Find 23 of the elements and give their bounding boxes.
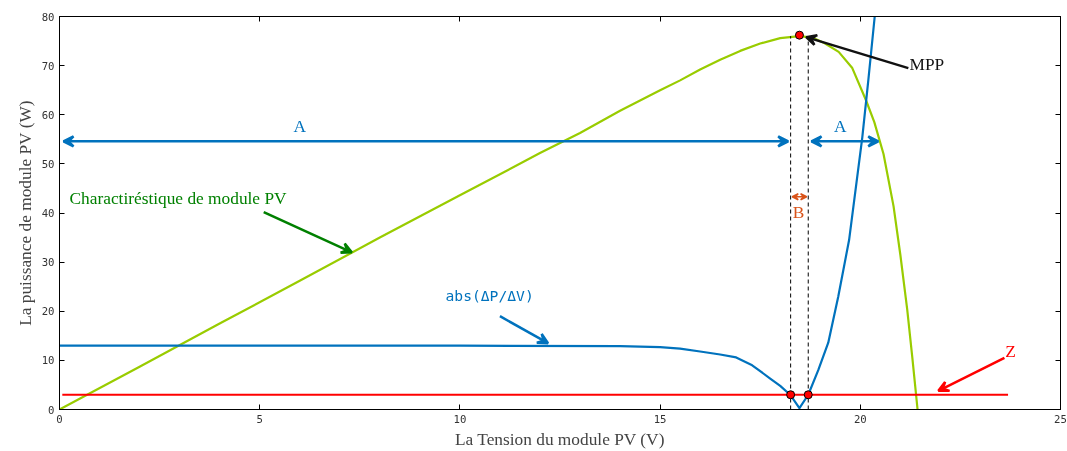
x-tick-label: 15 [653,412,667,426]
x-tick-label: 5 [256,412,263,426]
annotation: MPP [909,55,945,75]
y-axis-title: La puissance de module PV (W) [15,100,35,326]
y-tick-label: 0 [48,403,55,417]
y-tick-label: 60 [41,108,55,122]
y-tick-label: 30 [41,256,55,270]
annotation: Z [1005,342,1016,362]
x-tick-label: 25 [1054,412,1067,426]
y-tick-label: 70 [41,59,55,73]
annotation: A [293,117,307,137]
y-tick-label: 50 [41,157,55,171]
annotation: Charactiréstique de module PV [69,188,288,208]
annotation: abs(ΔP/ΔV) [445,287,534,305]
y-tick-label: 20 [41,305,55,319]
x-tick-label: 10 [453,412,467,426]
x-tick-label: 20 [853,412,867,426]
annotation: A [834,117,848,137]
x-axis-title: La Tension du module PV (V) [454,429,665,449]
annotation: B [792,203,805,223]
y-tick-label: 40 [41,207,55,220]
y-tick-label: 10 [41,354,55,368]
y-tick-label: 80 [41,10,55,24]
